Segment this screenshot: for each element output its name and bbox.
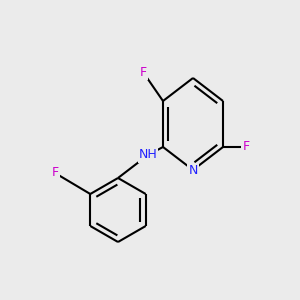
Text: F: F [242, 140, 250, 154]
Text: NH: NH [139, 148, 158, 161]
Text: F: F [140, 65, 147, 79]
Text: F: F [51, 167, 58, 179]
Text: N: N [188, 164, 198, 176]
